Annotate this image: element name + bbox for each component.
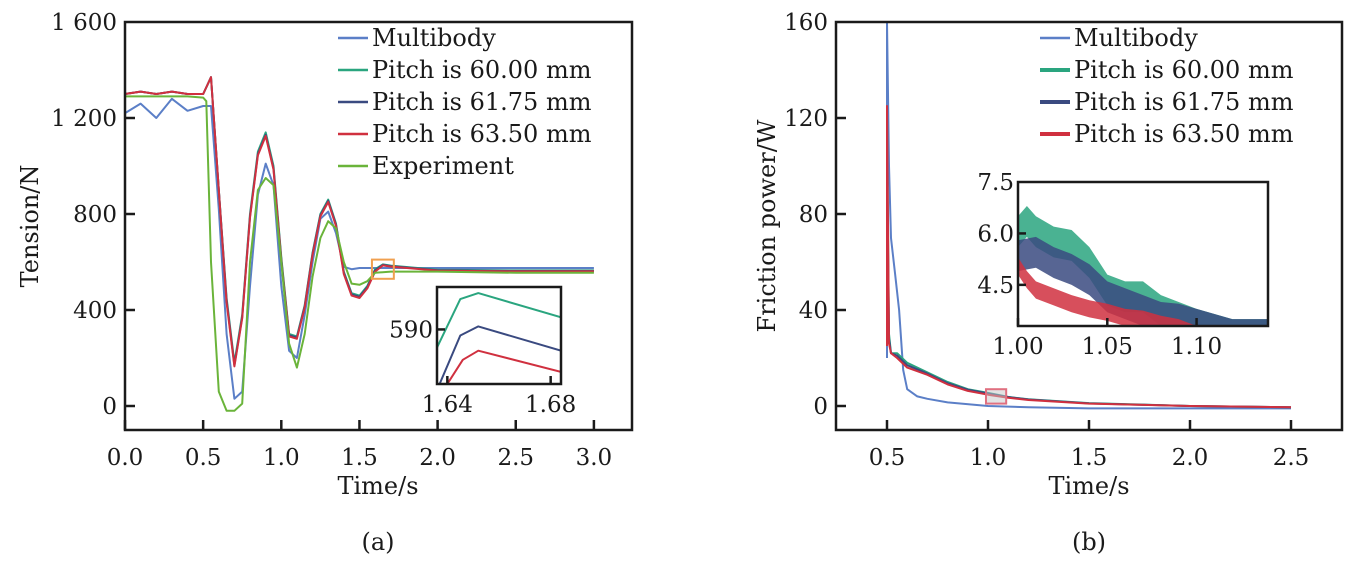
legend-label-pitch-is-61-75-mm: Pitch is 61.75 mm: [372, 88, 592, 116]
inset-series-line-pitch-is-60-00-mm: [437, 292, 561, 349]
inset-y-tick-label: 4.5: [977, 273, 1014, 299]
panel-a-zoom-box: [370, 258, 395, 280]
x-tick-label: 0.5: [185, 445, 222, 471]
legend-label-pitch-is-63-50-mm: Pitch is 63.50 mm: [372, 120, 592, 148]
panel-a-x-axis-label: Time/s: [337, 472, 418, 500]
panel-a-legend: Multibody Pitch is 60.00 mm Pitch is 61.75…: [338, 24, 592, 180]
x-tick-label: 1.0: [970, 445, 1007, 471]
x-tick-label: 2.5: [1273, 445, 1310, 471]
x-tick-label: 2.0: [1172, 445, 1209, 471]
panel-a-frame: [123, 20, 634, 432]
panel-b-y-ticks: 0 40 80 120 160: [784, 10, 846, 420]
x-tick-label: 1.0: [263, 445, 300, 471]
panel-b-series-group: [886, 22, 1292, 410]
y-tick-label: 40: [799, 298, 828, 324]
y-tick-label: 80: [799, 202, 828, 228]
panel-b-x-ticks: 0.5 1.0 1.5 2.0 2.5: [869, 420, 1310, 471]
x-tick-label: 0.0: [107, 445, 144, 471]
legend-label-experiment: Experiment: [372, 152, 514, 180]
panel-b-y-axis-label: Friction power/W: [753, 119, 781, 332]
y-tick-label: 1 600: [51, 10, 117, 36]
inset-y-tick-label: 7.5: [977, 170, 1014, 196]
inset-series-band-pitch-is-61-75-mm: [1018, 236, 1268, 326]
inset-y-tick-label: 590: [389, 317, 433, 343]
panel-b-inset: 1.00 1.05 1.10 4.5 6.0 7.5: [977, 170, 1270, 360]
inset-x-tick-label: 1.68: [525, 392, 576, 418]
inset-series-group: [1018, 206, 1268, 326]
inset-series-line-pitch-is-63-50-mm: [446, 349, 561, 384]
panel-b-x-axis-label: Time/s: [1048, 472, 1129, 500]
y-tick-label: 120: [784, 106, 828, 132]
series-line-pitch-is-63-50-mm: [886, 105, 1292, 409]
inset-x-tick-label: 1.05: [1082, 334, 1133, 360]
x-tick-label: 0.5: [869, 445, 906, 471]
y-tick-label: 800: [73, 202, 117, 228]
panel-a-y-axis-label: Tension/N: [16, 165, 44, 288]
panel-b-friction-power-chart: 0.5 1.0 1.5 2.0 2.5 0 40 80 120 160 Multibody Pit…: [753, 10, 1344, 556]
x-tick-label: 1.5: [341, 445, 378, 471]
y-tick-label: 0: [813, 394, 828, 420]
panel-b-zoom-box: [984, 388, 1008, 405]
inset-x-tick-label: 1.64: [422, 392, 473, 418]
y-tick-label: 160: [784, 10, 828, 36]
y-tick-label: 1 200: [51, 106, 117, 132]
series-line-experiment: [125, 95, 594, 412]
legend-label-multibody: Multibody: [1074, 24, 1198, 52]
x-tick-label: 1.5: [1071, 445, 1108, 471]
panel-a-inset: 1.64 1.68 590: [389, 285, 576, 418]
panel-a-y-ticks: 0 400 800 1 200 1 600: [51, 10, 135, 420]
inset-series-line-pitch-is-61-75-mm: [438, 325, 561, 384]
legend-label-pitch-is-61-75-mm: Pitch is 61.75 mm: [1074, 88, 1294, 116]
panel-b-legend: Multibody Pitch is 60.00 mm Pitch is 61.75…: [1040, 24, 1294, 148]
panel-a-x-ticks: 0.0 0.5 1.0 1.5 2.0 2.5 3.0: [107, 420, 612, 471]
legend-label-pitch-is-60-00-mm: Pitch is 60.00 mm: [372, 56, 592, 84]
inset-y-tick-label: 6.0: [977, 221, 1014, 247]
legend-label-pitch-is-60-00-mm: Pitch is 60.00 mm: [1074, 56, 1294, 84]
inset-x-tick-label: 1.00: [992, 334, 1043, 360]
panel-b-caption: (b): [1072, 528, 1106, 556]
y-tick-label: 400: [73, 298, 117, 324]
inset-frame: [1016, 180, 1270, 328]
panel-a-caption: (a): [361, 528, 394, 556]
inset-frame: [435, 285, 563, 386]
y-tick-label: 0: [102, 394, 117, 420]
series-line-multibody: [886, 22, 1291, 410]
inset-series-group: [437, 292, 561, 384]
series-line-multibody: [125, 97, 594, 400]
x-tick-label: 3.0: [576, 445, 613, 471]
x-tick-label: 2.0: [419, 445, 456, 471]
legend-label-pitch-is-63-50-mm: Pitch is 63.50 mm: [1074, 120, 1294, 148]
x-tick-label: 2.5: [497, 445, 534, 471]
legend-label-multibody: Multibody: [372, 24, 496, 52]
inset-x-tick-label: 1.10: [1171, 334, 1222, 360]
inset-series-band-pitch-is-63-50-mm: [1018, 257, 1197, 326]
